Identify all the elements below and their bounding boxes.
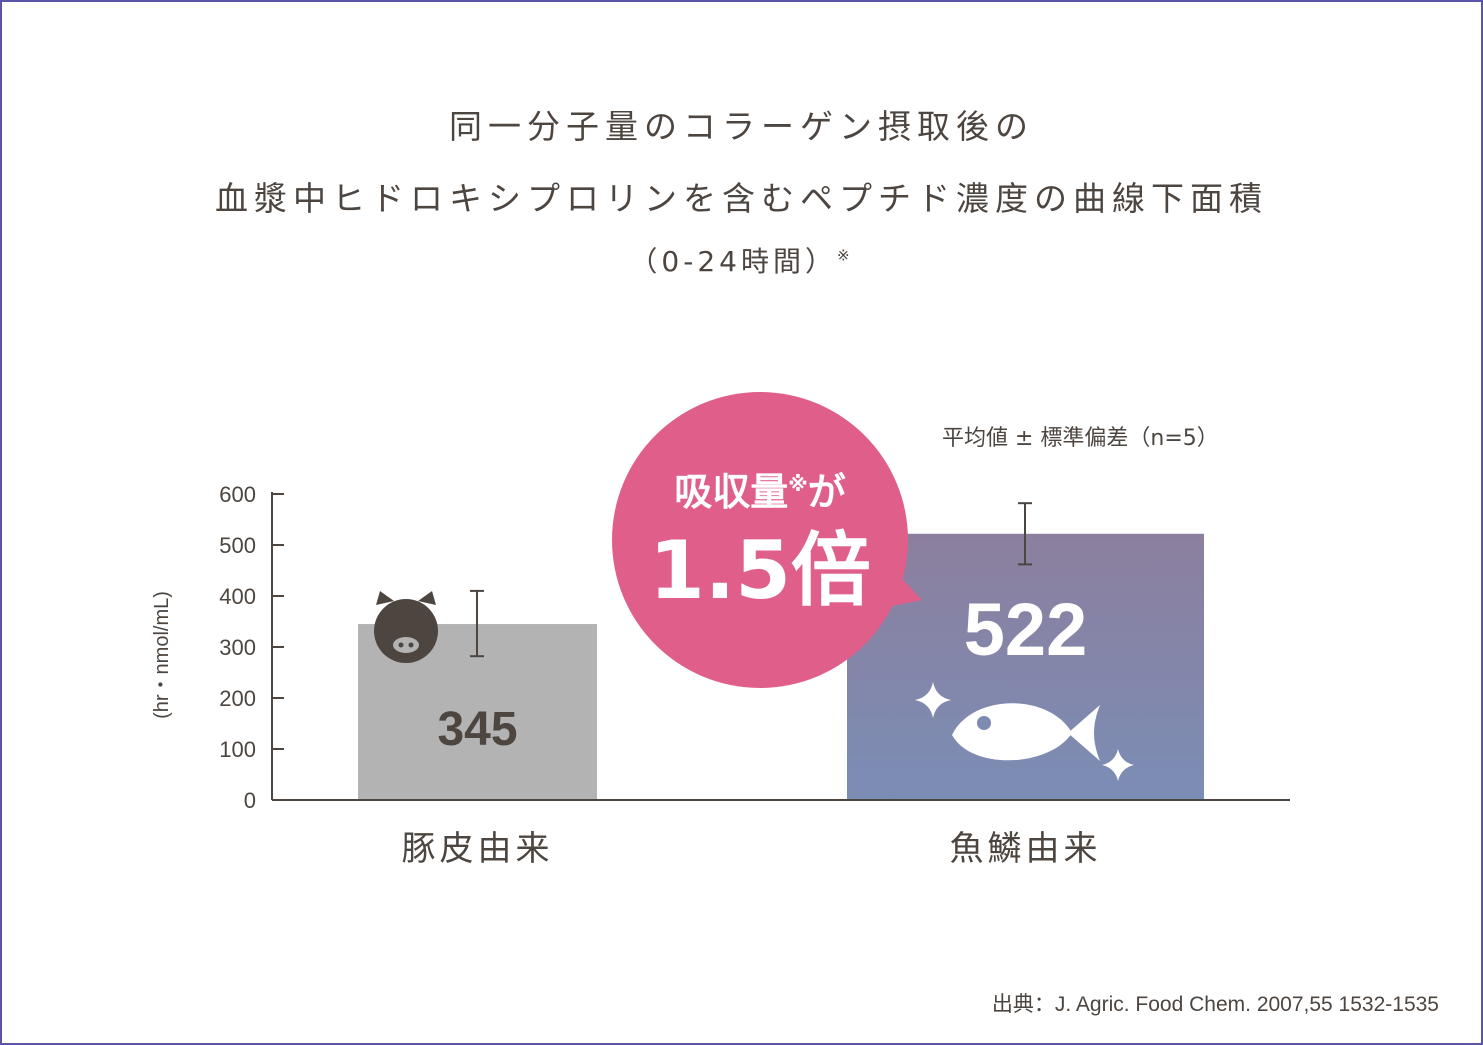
callout-line1-suffix: が: [808, 470, 846, 514]
y-axis-label: (hr・nmol/mL): [151, 591, 173, 719]
fish-icon: [952, 703, 1100, 761]
data-label-1: 345: [437, 703, 517, 756]
y-tick-label-4: 400: [219, 584, 256, 609]
y-tick-label-6: 600: [219, 482, 256, 507]
y-tick-label-5: 500: [219, 533, 256, 558]
pig-icon: [374, 591, 438, 663]
callout-line1: 吸収量※が: [674, 470, 845, 514]
y-tick-label-0: 0: [244, 788, 256, 813]
chart-title-line2: 血漿中ヒドロキシプロリンを含むペプチド濃度の曲線下面積: [215, 179, 1268, 218]
callout-big-text: 1.5倍: [649, 524, 871, 617]
chart-title-mark: ※: [836, 246, 854, 265]
sparkle-icon: [1102, 749, 1134, 781]
y-tick-label-2: 200: [219, 686, 256, 711]
y-tick-label-3: 300: [219, 635, 256, 660]
chart-title-line3: （0-24時間）※: [0, 240, 1483, 280]
y-tick-label-1: 100: [219, 737, 256, 762]
chart-title-period: （0-24時間）: [629, 245, 837, 278]
callout-mark: ※: [788, 472, 807, 496]
chart-title-line1: 同一分子量のコラーゲン摂取後の: [449, 107, 1034, 146]
stats-note: 平均値 ± 標準偏差（n=5）: [942, 426, 1219, 451]
sparkle-icon: [915, 682, 951, 718]
source-citation: 出典：J. Agric. Food Chem. 2007,55 1532-153…: [991, 993, 1439, 1016]
x-tick-label-2: 魚鱗由来: [950, 829, 1102, 869]
callout-line1-text: 吸収量: [674, 470, 788, 514]
callout-bubble: 吸収量※が 1.5倍: [612, 392, 922, 688]
x-tick-label-1: 豚皮由来: [402, 829, 554, 869]
data-label-2: 522: [964, 588, 1087, 671]
y-ticks-group: 0 100 200 300 400 500 600: [219, 482, 284, 813]
